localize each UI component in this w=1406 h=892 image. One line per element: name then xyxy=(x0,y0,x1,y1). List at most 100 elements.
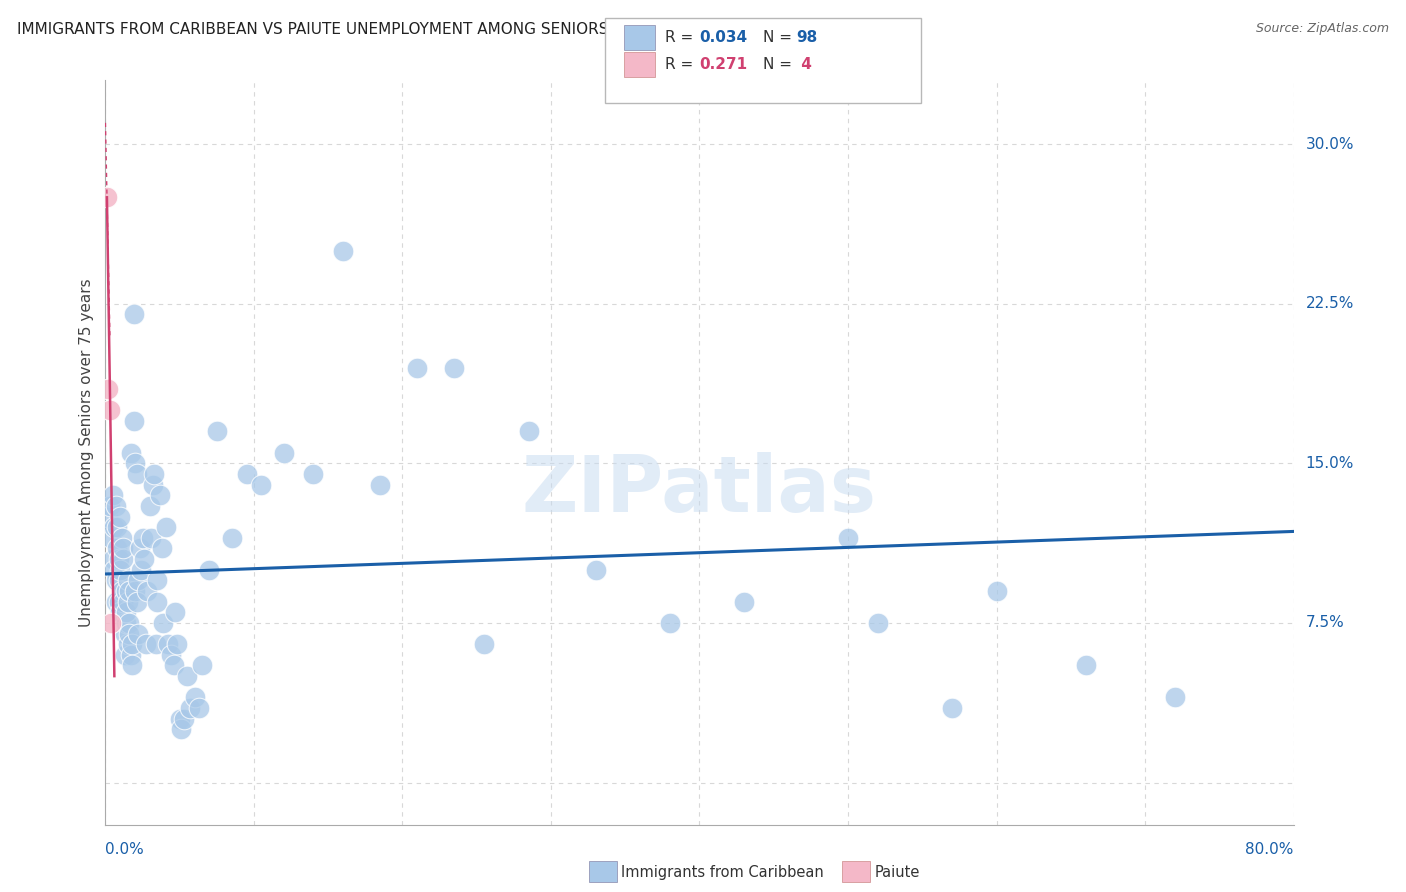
Point xyxy=(169,712,191,726)
Point xyxy=(110,605,132,619)
Point xyxy=(104,499,127,513)
Point xyxy=(443,360,465,375)
Point xyxy=(122,414,145,428)
Point xyxy=(1074,658,1097,673)
Text: N =: N = xyxy=(763,30,797,45)
Point xyxy=(105,541,128,556)
Point xyxy=(117,594,139,608)
Point xyxy=(173,712,195,726)
Point xyxy=(183,690,205,705)
Point xyxy=(111,584,134,599)
Point xyxy=(118,615,141,630)
Text: Paiute: Paiute xyxy=(875,865,920,880)
Text: 15.0%: 15.0% xyxy=(1305,456,1354,471)
Point xyxy=(941,701,963,715)
Point xyxy=(103,520,125,534)
Point xyxy=(149,488,172,502)
Text: 30.0%: 30.0% xyxy=(1305,136,1354,152)
Point xyxy=(115,605,138,619)
Text: R =: R = xyxy=(665,57,699,71)
Point xyxy=(273,446,295,460)
Y-axis label: Unemployment Among Seniors over 75 years: Unemployment Among Seniors over 75 years xyxy=(79,278,94,627)
Text: 98: 98 xyxy=(796,30,817,45)
Point xyxy=(986,584,1008,599)
Point xyxy=(128,541,150,556)
Point xyxy=(837,531,859,545)
Point xyxy=(188,701,211,715)
Text: 4: 4 xyxy=(796,57,811,71)
Point xyxy=(176,669,198,683)
Point xyxy=(142,477,165,491)
Point xyxy=(127,626,149,640)
Point xyxy=(108,552,131,566)
Point xyxy=(1164,690,1187,705)
Point xyxy=(368,477,391,491)
Text: 0.034: 0.034 xyxy=(699,30,747,45)
Point xyxy=(132,552,155,566)
Point xyxy=(112,552,135,566)
Point xyxy=(108,594,131,608)
Point xyxy=(155,520,177,534)
Point xyxy=(221,531,243,545)
Point xyxy=(101,552,124,566)
Point xyxy=(124,456,146,470)
Point xyxy=(97,509,120,524)
Point xyxy=(112,541,135,556)
Point xyxy=(517,425,540,439)
Point xyxy=(179,701,201,715)
Text: IMMIGRANTS FROM CARIBBEAN VS PAIUTE UNEMPLOYMENT AMONG SENIORS OVER 75 YEARS COR: IMMIGRANTS FROM CARIBBEAN VS PAIUTE UNEM… xyxy=(17,22,904,37)
Text: Source: ZipAtlas.com: Source: ZipAtlas.com xyxy=(1256,22,1389,36)
Point xyxy=(101,488,124,502)
Point xyxy=(122,307,145,321)
Point xyxy=(114,626,136,640)
Point xyxy=(118,626,141,640)
Point xyxy=(121,637,143,651)
Point xyxy=(114,648,136,662)
Point xyxy=(104,574,127,588)
Point xyxy=(124,584,146,599)
Text: R =: R = xyxy=(665,30,699,45)
Point xyxy=(165,605,187,619)
Point xyxy=(191,658,214,673)
Point xyxy=(97,382,120,396)
Point xyxy=(115,615,138,630)
Point xyxy=(117,637,139,651)
Point xyxy=(198,563,221,577)
Point xyxy=(117,574,139,588)
Point xyxy=(145,637,167,651)
Point xyxy=(105,520,128,534)
Point xyxy=(120,446,142,460)
Text: 0.0%: 0.0% xyxy=(105,842,145,857)
Text: Immigrants from Caribbean: Immigrants from Caribbean xyxy=(621,865,824,880)
Point xyxy=(406,360,429,375)
Point xyxy=(115,584,138,599)
Point xyxy=(103,563,125,577)
Text: 0.271: 0.271 xyxy=(699,57,747,71)
Point xyxy=(139,499,162,513)
Point xyxy=(110,563,132,577)
Point xyxy=(159,648,181,662)
Point xyxy=(110,509,132,524)
Point xyxy=(733,594,755,608)
Point xyxy=(146,594,169,608)
Point xyxy=(585,563,607,577)
Point xyxy=(143,467,166,481)
Point xyxy=(131,531,153,545)
Point xyxy=(98,403,121,417)
Text: N =: N = xyxy=(763,57,797,71)
Point xyxy=(100,531,122,545)
Point xyxy=(120,648,142,662)
Point xyxy=(866,615,889,630)
Point xyxy=(658,615,681,630)
Point xyxy=(146,574,169,588)
Text: ZIPatlas: ZIPatlas xyxy=(522,452,877,528)
Point xyxy=(127,574,149,588)
Point xyxy=(121,658,143,673)
Point xyxy=(129,563,152,577)
Point xyxy=(250,477,273,491)
Point xyxy=(112,594,135,608)
Point xyxy=(205,425,228,439)
Point xyxy=(170,723,193,737)
Point xyxy=(125,467,148,481)
Text: 80.0%: 80.0% xyxy=(1246,842,1294,857)
